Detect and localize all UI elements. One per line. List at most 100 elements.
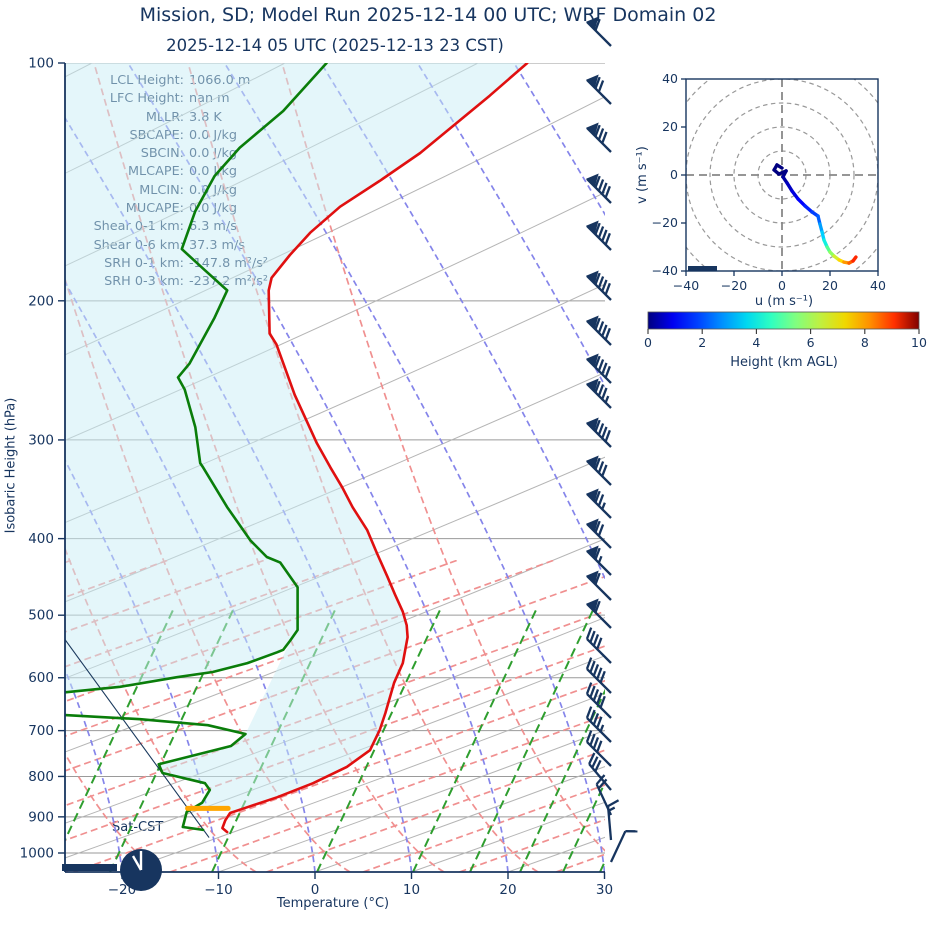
mixing-ratio-line [599, 858, 605, 872]
surface-wind-bar [62, 864, 117, 871]
pressure-tick-label: 600 [28, 670, 54, 686]
skewt-profiles [65, 63, 529, 838]
wind-barb [585, 730, 612, 767]
pressure-tick-label: 400 [28, 531, 54, 547]
wind-barb-column [585, 16, 638, 863]
colorbar-tick-label: 10 [911, 335, 927, 350]
isotherm-line [507, 836, 605, 872]
moist-adiabat-line [611, 63, 928, 872]
figure-title: Mission, SD; Model Run 2025-12-14 00 UTC… [139, 4, 717, 26]
temperature-axis-label: Temperature (°C) [276, 896, 390, 911]
temperature-tick-label: −10 [204, 882, 233, 898]
dry-adiabat-line [65, 276, 351, 872]
pressure-tick-label: 500 [28, 608, 54, 624]
hodograph-trace-segment [851, 255, 858, 263]
dry-adiabat-line [362, 784, 605, 872]
hodograph-y-tick-label: 0 [670, 167, 678, 182]
parcel-trace-line [65, 639, 210, 838]
isotherm-line [604, 871, 605, 872]
wind-barb [586, 455, 612, 486]
wind-barb [606, 799, 620, 841]
wind-barb [586, 378, 612, 409]
hodograph-x-tick-label: −20 [721, 278, 747, 293]
hodograph-y-axis-label: v (m s⁻¹) [635, 146, 650, 204]
wind-barb [586, 545, 612, 576]
wind-barb [585, 657, 612, 694]
wind-barb [586, 488, 612, 519]
wind-barb [586, 173, 612, 204]
hodograph-x-axis-label: u (m s⁻¹) [755, 294, 813, 309]
mixing-ratio-line [412, 609, 537, 872]
mixing-ratio-line [519, 688, 605, 872]
isotherm-line [65, 456, 605, 679]
mixing-ratio-line [469, 609, 594, 872]
pressure-tick-label: 1000 [20, 846, 54, 862]
wind-barb [586, 570, 612, 601]
hodograph-x-tick-label: 0 [778, 278, 786, 293]
colorbar-tick-label: 2 [698, 335, 706, 350]
wind-barb [586, 598, 612, 629]
pressure-tick-label: 300 [28, 432, 54, 448]
isotherm-line [411, 801, 605, 872]
mixing-ratio-line [316, 609, 441, 872]
dewpoint-curve [65, 63, 328, 694]
colorbar-tick-label: 0 [644, 335, 652, 350]
moist-adiabat-line [0, 63, 26, 872]
hodograph-storm-bar [688, 266, 717, 271]
dry-adiabat-line [459, 818, 605, 872]
moist-adiabat-line [513, 63, 605, 217]
hodograph-y-tick-label: 20 [662, 119, 678, 134]
skewt-shaded-region [65, 63, 528, 813]
wind-barb [586, 518, 612, 549]
hodograph-x-tick-label: −40 [673, 278, 699, 293]
wind-barb [588, 752, 612, 791]
temperature-tick-label: 0 [311, 882, 320, 898]
temperature-tick-label: 20 [499, 882, 516, 898]
isotherm-line [65, 96, 605, 356]
pressure-tick-label: 200 [28, 293, 54, 309]
moisture-shade [65, 63, 528, 813]
dry-adiabat-line [555, 853, 605, 872]
wind-barb [586, 353, 612, 384]
hodograph-panel: −40−40 −20 −20 0 0 20 20 40 40 u (m s⁻¹) v (m s⁻¹) [635, 71, 886, 309]
colorbar-tick-label: 6 [807, 335, 815, 350]
wind-barb [586, 122, 612, 153]
figure-subtitle: 2025-12-14 05 UTC (2025-12-13 23 CST) [166, 36, 504, 55]
hodograph-y-tick-label: −40 [652, 263, 678, 278]
hodograph-y-tick-label: −20 [652, 215, 678, 230]
temperature-tick-label: 30 [596, 882, 613, 898]
clock-hour-hand [131, 855, 143, 871]
isotherm-line [314, 766, 605, 872]
wind-barb [586, 16, 612, 47]
temperature-curve [221, 63, 529, 834]
hodograph-y-tick-label: 40 [662, 71, 678, 86]
dry-adiabat-line [65, 751, 163, 872]
isotherm-line [65, 371, 605, 603]
hodograph-x-tick-label: 40 [870, 278, 886, 293]
hodograph-clipped [686, 79, 878, 271]
surface-time-label: Sat-CST [112, 820, 164, 835]
wind-barb [585, 682, 612, 719]
wind-barb [585, 627, 612, 664]
wind-barb [586, 417, 612, 448]
colorbar-tick-label: 4 [752, 335, 760, 350]
isotherm-line [65, 191, 605, 441]
colorbar-title: Height (km AGL) [730, 355, 838, 370]
moist-adiabat-line [416, 63, 605, 388]
wind-barb [586, 270, 612, 301]
wind-barb [586, 315, 612, 346]
local-time-clock-icon [62, 849, 162, 891]
pressure-tick-label: 900 [28, 809, 54, 825]
mixing-ratio-line [562, 780, 605, 872]
dry-adiabat-line [65, 868, 69, 872]
pressure-tick-label: 100 [28, 56, 54, 72]
isotherm-line [121, 692, 605, 872]
colorbar-gradient [647, 311, 920, 330]
temperature-tick-label: 10 [403, 882, 420, 898]
colorbar-tick-label: 8 [861, 335, 869, 350]
wind-barb [609, 830, 638, 863]
dewpoint-curve [65, 713, 247, 832]
pressure-tick-label: 700 [28, 723, 54, 739]
height-colorbar: 0 2 4 6 8 10 Height (km AGL) [644, 311, 927, 370]
